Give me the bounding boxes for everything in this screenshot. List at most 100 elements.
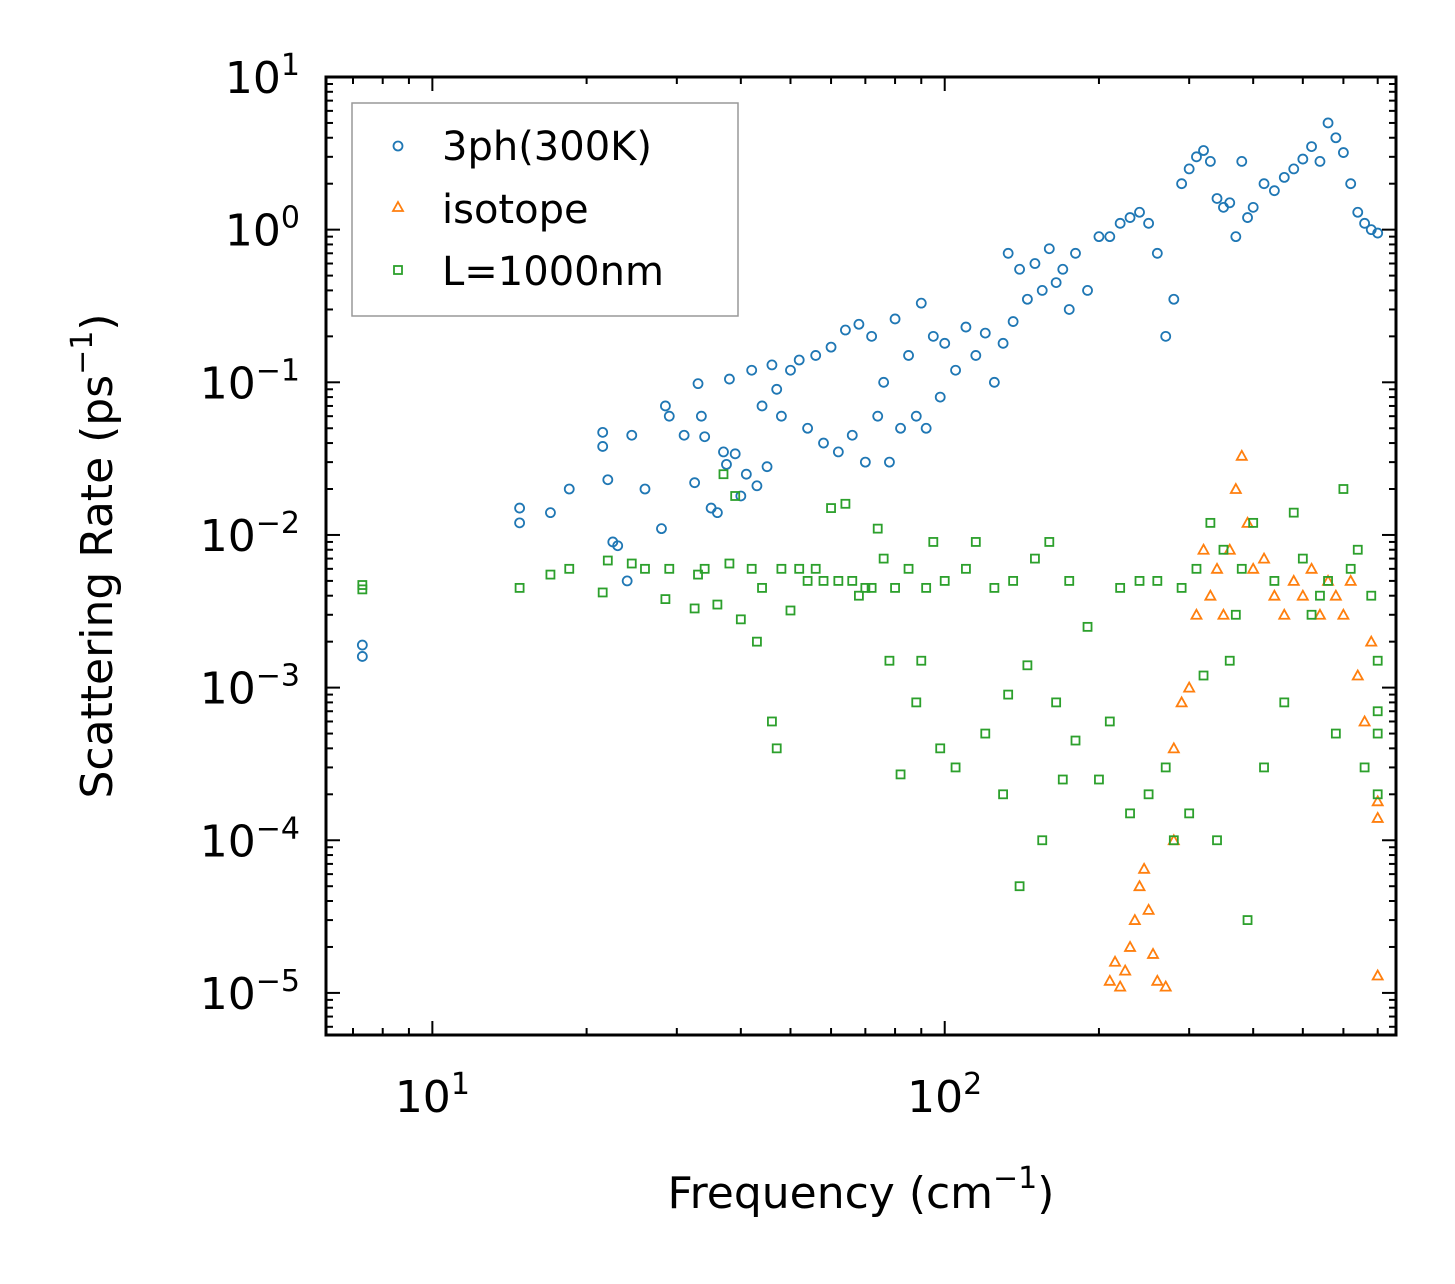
data-point-square xyxy=(1082,621,1093,632)
data-point-circle xyxy=(711,507,723,519)
data-point-triangle xyxy=(1128,913,1142,925)
data-point-circle xyxy=(692,378,704,390)
data-point-square xyxy=(1191,563,1202,574)
data-point-square xyxy=(1352,544,1363,555)
data-point-circle xyxy=(1314,155,1326,167)
data-point-circle xyxy=(663,410,675,422)
data-point-square xyxy=(1230,609,1241,620)
data-point-square xyxy=(712,599,723,610)
data-point-square xyxy=(895,769,906,780)
x-tick-label: 101 xyxy=(395,1067,470,1123)
data-point-circle xyxy=(950,364,961,376)
data-point-square xyxy=(1248,517,1259,528)
data-point-square xyxy=(757,582,767,593)
data-point-circle xyxy=(825,341,837,353)
data-point-triangle xyxy=(1257,551,1271,564)
data-point-circle xyxy=(1247,201,1259,213)
data-point-circle xyxy=(1183,163,1195,175)
data-point-square xyxy=(1064,576,1075,586)
data-point-circle xyxy=(979,327,991,339)
data-point-square xyxy=(1297,553,1308,564)
data-point-square xyxy=(1044,537,1055,547)
data-point-circle xyxy=(699,431,711,443)
data-point-circle xyxy=(514,517,526,529)
data-point-triangle xyxy=(1146,947,1160,959)
data-point-square xyxy=(1212,835,1222,846)
y-tick-label: 10−2 xyxy=(200,506,300,562)
data-point-square xyxy=(1372,655,1383,666)
data-point-square xyxy=(970,537,981,547)
data-point-square xyxy=(1094,774,1104,785)
data-point-circle xyxy=(563,483,575,495)
data-point-triangle xyxy=(1123,940,1137,952)
data-point-square xyxy=(802,576,813,586)
data-point-square xyxy=(771,743,782,754)
data-point-square xyxy=(1218,544,1229,555)
legend-label-3ph: 3ph(300K) xyxy=(442,124,652,170)
data-point-square xyxy=(1014,881,1025,892)
data-point-square xyxy=(980,728,991,739)
data-point-circle xyxy=(1143,217,1155,229)
data-point-square xyxy=(597,587,608,598)
data-point-circle xyxy=(988,376,1000,388)
data-point-square xyxy=(854,590,864,601)
data-point-triangle xyxy=(1137,861,1151,874)
data-point-circle xyxy=(1359,217,1371,229)
data-point-circle xyxy=(889,313,901,325)
data-point-square xyxy=(1288,507,1299,518)
data-point-square xyxy=(664,563,675,574)
data-point-triangle xyxy=(1296,588,1310,601)
data-point-square xyxy=(1366,590,1377,601)
data-point-circle xyxy=(1050,277,1062,288)
data-point-square xyxy=(1115,582,1126,593)
data-point-triangle xyxy=(1371,811,1385,823)
data-point-square xyxy=(1125,808,1135,819)
data-point-square xyxy=(689,603,700,614)
data-point-square xyxy=(950,762,961,773)
data-point-circle xyxy=(746,364,758,376)
data-point-circle xyxy=(724,373,735,385)
data-point-circle xyxy=(656,523,667,535)
data-point-square xyxy=(1030,553,1040,564)
data-point-circle xyxy=(1036,284,1048,296)
data-point-circle xyxy=(660,400,671,412)
data-point-circle xyxy=(1021,293,1033,305)
data-point-square xyxy=(693,569,703,580)
y-tick-label: 10−4 xyxy=(200,811,300,867)
data-point-square xyxy=(860,582,871,593)
data-point-square xyxy=(1345,563,1356,574)
data-point-circle xyxy=(761,461,773,473)
data-point-circle xyxy=(872,410,884,422)
data-point-square xyxy=(878,553,889,564)
data-point-circle xyxy=(751,480,763,492)
data-point-circle xyxy=(1176,178,1188,190)
legend-marker-triangle xyxy=(391,200,405,212)
data-point-square xyxy=(939,576,950,586)
data-point-triangle xyxy=(1305,561,1319,574)
data-point-circle xyxy=(1002,247,1014,259)
data-point-triangle xyxy=(1351,668,1365,681)
data-point-circle xyxy=(878,376,890,388)
data-point-square xyxy=(514,582,525,593)
data-point-circle xyxy=(1160,330,1172,342)
data-point-circle xyxy=(1014,263,1025,275)
data-point-circle xyxy=(1338,147,1349,158)
data-point-circle xyxy=(1211,193,1223,204)
data-point-circle xyxy=(1345,178,1357,190)
legend: 3ph(300K) isotope L=1000nm xyxy=(351,102,739,317)
data-point-circle xyxy=(1168,293,1180,305)
data-point-square xyxy=(989,582,1000,593)
data-point-circle xyxy=(678,429,690,441)
data-point-circle xyxy=(766,359,778,371)
data-point-triangle xyxy=(1371,968,1385,981)
x-tick-label: 102 xyxy=(907,1067,982,1123)
y-tick-label: 101 xyxy=(225,48,300,104)
data-point-triangle xyxy=(1108,954,1122,967)
data-point-circle xyxy=(545,507,556,519)
data-point-square xyxy=(911,697,922,708)
data-point-circle xyxy=(639,483,651,495)
data-point-circle xyxy=(1330,132,1342,144)
data-point-square xyxy=(1224,655,1235,666)
data-point-circle xyxy=(1070,247,1081,259)
data-point-triangle xyxy=(1167,741,1181,754)
